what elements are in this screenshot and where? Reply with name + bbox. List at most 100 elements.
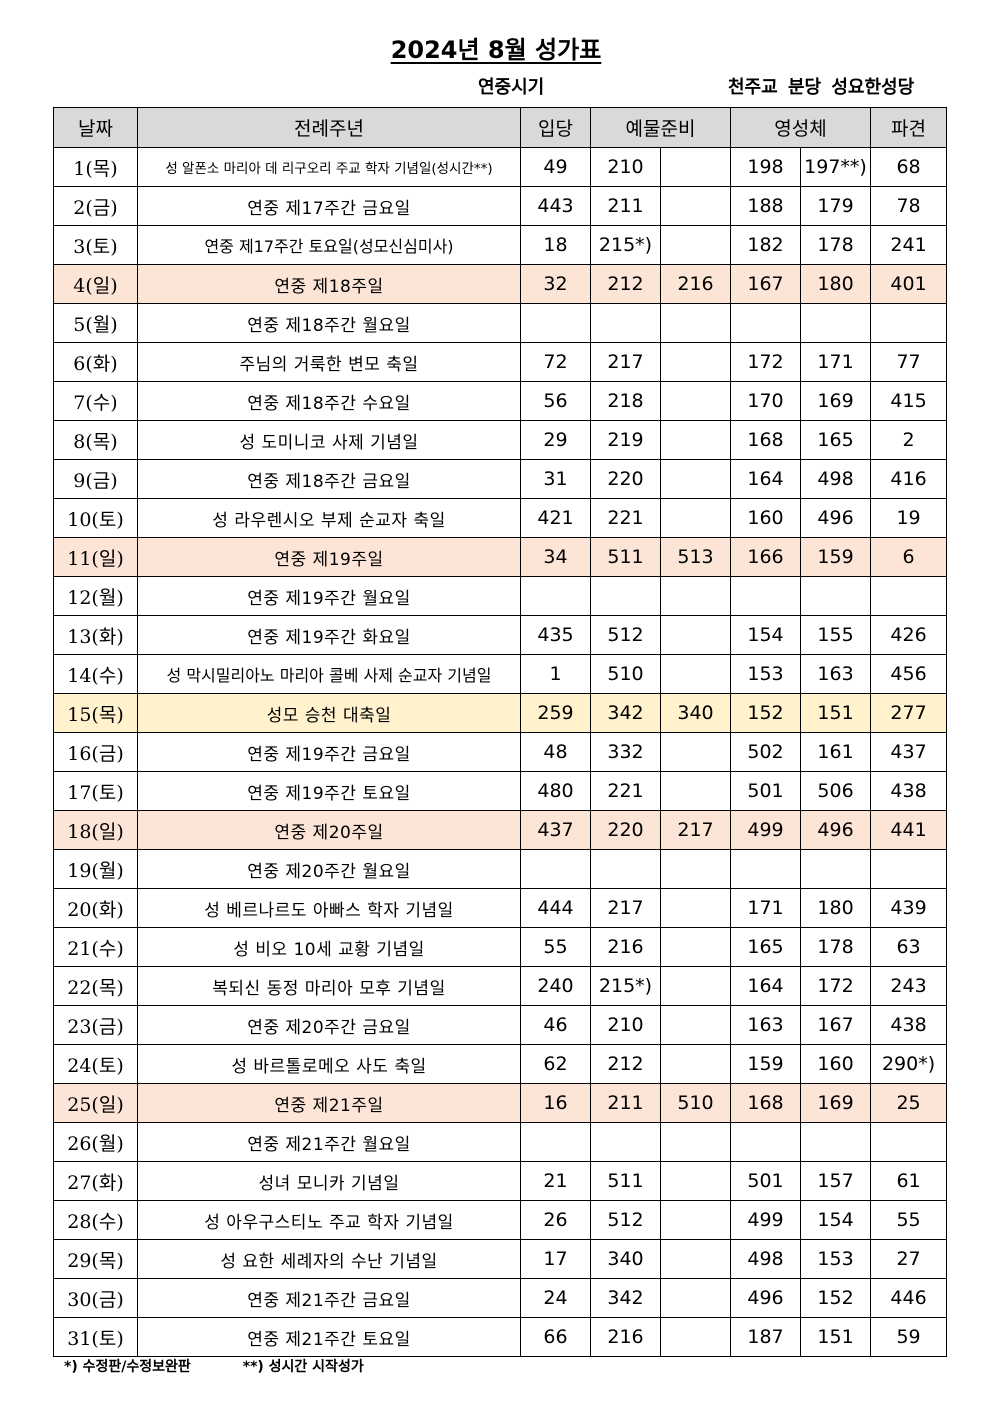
dismissal-hymn-cell: 441 xyxy=(870,810,948,850)
dismissal-hymn-cell: 27 xyxy=(870,1239,948,1279)
liturgical-day-cell: 연중 제18주간 금요일 xyxy=(137,459,521,499)
offertory-hymn-1-cell: 510 xyxy=(590,654,661,694)
dismissal-hymn-cell: 78 xyxy=(870,186,948,226)
liturgical-season: 연중시기 xyxy=(478,77,545,98)
liturgical-day-cell: 성 알폰소 마리아 데 리구오리 주교 학자 기념일(성시간**) xyxy=(137,147,521,187)
communion-hymn-2-cell: 172 xyxy=(800,966,872,1006)
liturgical-day-cell: 연중 제21주간 금요일 xyxy=(137,1278,521,1318)
entrance-hymn-cell: 48 xyxy=(520,732,591,772)
entrance-hymn-cell: 480 xyxy=(520,771,591,811)
offertory-hymn-1-cell xyxy=(590,849,661,889)
offertory-hymn-2-cell xyxy=(659,1278,732,1318)
communion-hymn-1-cell: 165 xyxy=(730,927,802,967)
liturgical-day-cell: 연중 제19주간 화요일 xyxy=(137,615,521,655)
date-cell: 24(토) xyxy=(53,1044,138,1084)
communion-hymn-2-cell: 179 xyxy=(800,186,872,226)
offertory-hymn-2-cell xyxy=(659,576,732,616)
entrance-hymn-cell: 240 xyxy=(520,966,591,1006)
liturgical-day-cell: 복되신 동정 마리아 모후 기념일 xyxy=(137,966,521,1006)
date-cell: 29(목) xyxy=(53,1239,138,1279)
table-row: 23(금) 연중 제20주간 금요일 46 210 163 167 438 xyxy=(53,1005,948,1045)
liturgical-day-cell: 연중 제18주일 xyxy=(137,264,521,304)
footnotes: *) 수정판/수정보완판 **) 성시간 시작성가 xyxy=(64,1356,364,1376)
page-title: 2024년 8월 성가표 xyxy=(390,36,602,64)
dismissal-hymn-cell xyxy=(870,1122,948,1162)
communion-hymn-1-cell: 501 xyxy=(730,1161,802,1201)
offertory-hymn-1-cell xyxy=(590,303,661,343)
offertory-hymn-2-cell xyxy=(659,1200,732,1240)
dismissal-hymn-cell: 68 xyxy=(870,147,948,187)
entrance-hymn-cell: 24 xyxy=(520,1278,591,1318)
communion-hymn-1-cell: 172 xyxy=(730,342,802,382)
dismissal-hymn-cell: 290*) xyxy=(870,1044,948,1084)
table-row: 13(화) 연중 제19주간 화요일 435 512 154 155 426 xyxy=(53,615,948,655)
liturgical-day-cell: 연중 제21주일 xyxy=(137,1083,521,1123)
offertory-hymn-1-cell: 332 xyxy=(590,732,661,772)
entrance-hymn-cell: 21 xyxy=(520,1161,591,1201)
offertory-hymn-2-cell xyxy=(659,1122,732,1162)
footnote-holy-hour: **) 성시간 시작성가 xyxy=(242,1359,364,1375)
liturgical-day-cell: 연중 제17주간 토요일(성모신심미사) xyxy=(137,225,521,265)
date-cell: 14(수) xyxy=(53,654,138,694)
offertory-hymn-1-cell: 340 xyxy=(590,1239,661,1279)
entrance-hymn-cell xyxy=(520,849,591,889)
offertory-hymn-2-cell xyxy=(659,147,732,187)
dismissal-hymn-cell xyxy=(870,576,948,616)
communion-hymn-1-cell: 168 xyxy=(730,1083,802,1123)
offertory-hymn-1-cell: 217 xyxy=(590,888,661,928)
liturgical-day-cell: 연중 제19주간 금요일 xyxy=(137,732,521,772)
communion-hymn-2-cell: 167 xyxy=(800,1005,872,1045)
entrance-hymn-cell: 31 xyxy=(520,459,591,499)
entrance-hymn-cell: 1 xyxy=(520,654,591,694)
offertory-hymn-1-cell: 211 xyxy=(590,1083,661,1123)
entrance-hymn-cell: 55 xyxy=(520,927,591,967)
communion-hymn-1-cell: 182 xyxy=(730,225,802,265)
entrance-hymn-cell xyxy=(520,1122,591,1162)
dismissal-hymn-cell: 446 xyxy=(870,1278,948,1318)
table-row: 2(금) 연중 제17주간 금요일 443 211 188 179 78 xyxy=(53,186,948,226)
date-cell: 10(토) xyxy=(53,498,138,538)
date-cell: 16(금) xyxy=(53,732,138,772)
offertory-hymn-2-cell: 513 xyxy=(659,537,732,577)
footnote-revised-edition: *) 수정판/수정보완판 xyxy=(64,1359,191,1375)
communion-hymn-1-cell: 153 xyxy=(730,654,802,694)
communion-hymn-2-cell xyxy=(800,1122,872,1162)
entrance-hymn-cell: 46 xyxy=(520,1005,591,1045)
communion-hymn-2-cell: 169 xyxy=(800,1083,872,1123)
offertory-hymn-1-cell: 511 xyxy=(590,1161,661,1201)
table-row: 18(일) 연중 제20주일 437 220 217 499 496 441 xyxy=(53,810,948,850)
communion-hymn-2-cell: 161 xyxy=(800,732,872,772)
communion-hymn-1-cell: 166 xyxy=(730,537,802,577)
communion-hymn-2-cell: 154 xyxy=(800,1200,872,1240)
date-cell: 20(화) xyxy=(53,888,138,928)
entrance-hymn-cell: 26 xyxy=(520,1200,591,1240)
offertory-hymn-1-cell: 216 xyxy=(590,1317,661,1357)
table-row: 7(수) 연중 제18주간 수요일 56 218 170 169 415 xyxy=(53,381,948,421)
offertory-hymn-1-cell: 216 xyxy=(590,927,661,967)
communion-hymn-2-cell: 163 xyxy=(800,654,872,694)
date-cell: 4(일) xyxy=(53,264,138,304)
entrance-hymn-cell: 34 xyxy=(520,537,591,577)
communion-hymn-1-cell: 163 xyxy=(730,1005,802,1045)
liturgical-day-cell: 성 아우구스티노 주교 학자 기념일 xyxy=(137,1200,521,1240)
offertory-hymn-2-cell: 217 xyxy=(659,810,732,850)
offertory-hymn-2-cell xyxy=(659,459,732,499)
communion-hymn-2-cell: 152 xyxy=(800,1278,872,1318)
date-cell: 9(금) xyxy=(53,459,138,499)
table-row: 1(목) 성 알폰소 마리아 데 리구오리 주교 학자 기념일(성시간**) 49 2… xyxy=(53,147,948,187)
communion-hymn-2-cell: 180 xyxy=(800,888,872,928)
liturgical-day-cell: 성 라우렌시오 부제 순교자 축일 xyxy=(137,498,521,538)
offertory-hymn-2-cell xyxy=(659,927,732,967)
liturgical-day-cell: 연중 제19주일 xyxy=(137,537,521,577)
table-row: 14(수) 성 막시밀리아노 마리아 콜베 사제 순교자 기념일 1 510 153 16… xyxy=(53,654,948,694)
date-cell: 26(월) xyxy=(53,1122,138,1162)
entrance-hymn-cell: 435 xyxy=(520,615,591,655)
offertory-hymn-2-cell xyxy=(659,1005,732,1045)
date-cell: 12(월) xyxy=(53,576,138,616)
table-row: 24(토) 성 바르톨로메오 사도 축일 62 212 159 160 290*) xyxy=(53,1044,948,1084)
date-cell: 22(목) xyxy=(53,966,138,1006)
liturgical-day-cell: 연중 제20주일 xyxy=(137,810,521,850)
offertory-hymn-1-cell: 212 xyxy=(590,264,661,304)
entrance-hymn-cell: 421 xyxy=(520,498,591,538)
communion-hymn-1-cell xyxy=(730,303,802,343)
